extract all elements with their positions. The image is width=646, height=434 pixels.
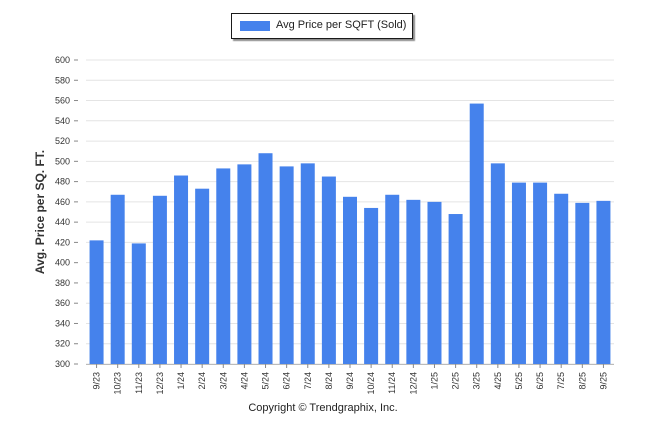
bar bbox=[554, 193, 569, 364]
x-tick-label: 3/24 bbox=[218, 372, 228, 390]
y-tick-label: 520 bbox=[55, 136, 70, 146]
bar bbox=[406, 199, 421, 364]
bar bbox=[258, 153, 273, 364]
y-axis-label: Avg. Price per SQ. FT. bbox=[33, 150, 47, 274]
y-tick-label: 540 bbox=[55, 116, 70, 126]
y-tick-label: 300 bbox=[55, 359, 70, 369]
x-tick-label: 5/25 bbox=[514, 372, 524, 390]
legend-label: Avg Price per SQFT (Sold) bbox=[276, 19, 407, 31]
x-tick-label: 11/23 bbox=[134, 372, 144, 394]
x-tick-label: 12/23 bbox=[155, 372, 165, 395]
x-tick-label: 10/24 bbox=[366, 372, 376, 395]
y-tick-label: 440 bbox=[55, 217, 70, 227]
bar bbox=[533, 182, 548, 364]
x-tick-label: 10/23 bbox=[113, 372, 123, 395]
y-tick-label: 480 bbox=[55, 177, 70, 187]
y-tick-label: 420 bbox=[55, 237, 70, 247]
bar bbox=[469, 103, 484, 364]
bar bbox=[448, 214, 463, 364]
x-tick-label: 6/24 bbox=[282, 372, 292, 390]
x-tick-label: 9/23 bbox=[92, 372, 102, 390]
bar bbox=[300, 163, 315, 364]
y-tick-label: 320 bbox=[55, 339, 70, 349]
bar bbox=[427, 201, 442, 364]
y-tick-label: 500 bbox=[55, 156, 70, 166]
bar bbox=[364, 207, 379, 364]
x-tick-label: 5/24 bbox=[261, 372, 271, 390]
bar bbox=[575, 202, 590, 364]
bar bbox=[511, 182, 526, 364]
bar bbox=[195, 188, 210, 364]
copyright-text: Copyright © Trendgraphix, Inc. bbox=[248, 402, 398, 414]
x-tick-label: 12/24 bbox=[408, 372, 418, 395]
bar bbox=[110, 194, 125, 364]
bar bbox=[174, 175, 189, 364]
x-tick-label: 2/25 bbox=[451, 372, 461, 390]
x-tick-label: 2/24 bbox=[197, 372, 207, 390]
legend-swatch bbox=[240, 21, 270, 31]
bar bbox=[596, 200, 611, 364]
y-tick-label: 340 bbox=[55, 318, 70, 328]
bar bbox=[343, 196, 357, 364]
y-tick-label: 360 bbox=[55, 298, 70, 308]
x-tick-label: 4/25 bbox=[493, 372, 503, 390]
x-tick-label: 1/25 bbox=[429, 372, 439, 390]
y-tick-label: 580 bbox=[55, 75, 70, 85]
x-tick-label: 1/24 bbox=[176, 372, 186, 390]
bar bbox=[237, 164, 252, 364]
x-tick-label: 9/25 bbox=[598, 372, 608, 390]
bars bbox=[89, 103, 611, 364]
x-tick-label: 7/25 bbox=[556, 372, 566, 390]
bar bbox=[152, 195, 167, 364]
y-tick-label: 460 bbox=[55, 197, 70, 207]
legend[interactable]: Avg Price per SQFT (Sold) bbox=[231, 13, 413, 39]
y-tick-label: 600 bbox=[55, 55, 70, 65]
x-tick-label: 4/24 bbox=[239, 372, 249, 390]
bar bbox=[131, 243, 146, 364]
x-tick-label: 8/25 bbox=[577, 372, 587, 390]
bar bbox=[89, 240, 104, 364]
y-tick-label: 560 bbox=[55, 96, 70, 106]
bar bbox=[321, 176, 336, 364]
x-tick-label: 3/25 bbox=[472, 372, 482, 390]
bar bbox=[279, 166, 294, 364]
y-tick-label: 380 bbox=[55, 278, 70, 288]
y-tick-label: 400 bbox=[55, 258, 70, 268]
x-tick-label: 7/24 bbox=[303, 372, 313, 390]
x-tick-label: 8/24 bbox=[324, 372, 334, 390]
x-tick-label: 11/24 bbox=[387, 372, 397, 394]
x-tick-label: 6/25 bbox=[535, 372, 545, 390]
y-axis-ticks: 300 320 340 360 380 400 420 440 460 480 500 520 540 5… bbox=[55, 55, 78, 369]
x-axis-ticks: 9/23 10/23 11/23 12/23 1/24 2/24 3/24 4/24 5/24 6… bbox=[86, 364, 614, 395]
bar bbox=[490, 163, 505, 364]
bar bbox=[216, 168, 231, 364]
bar bbox=[385, 194, 400, 364]
x-tick-label: 9/24 bbox=[345, 372, 355, 390]
